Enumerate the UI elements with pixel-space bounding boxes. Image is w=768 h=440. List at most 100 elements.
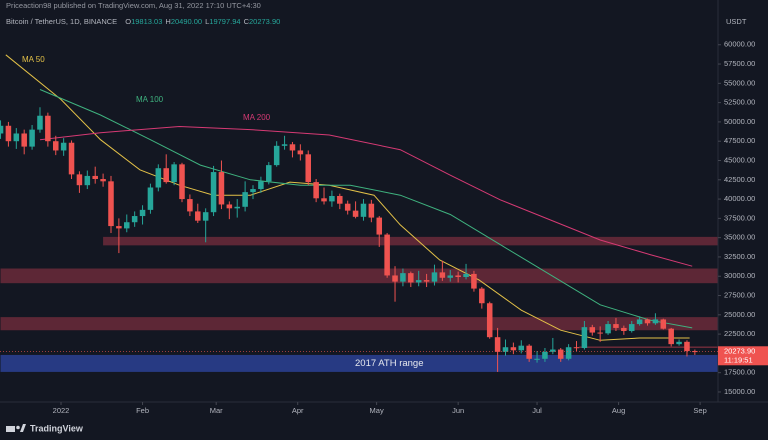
candle-body: [415, 280, 422, 283]
candle-body: [234, 206, 240, 209]
symbol-line: Bitcoin / TetherUS, 1D, BINANCE O19813.0…: [6, 17, 280, 26]
ma-line: [39, 125, 693, 267]
candle-body: [605, 324, 611, 334]
ohlc-label: L: [205, 17, 209, 26]
candle-body: [613, 324, 619, 328]
candle-body: [108, 181, 114, 227]
candle-body: [526, 345, 532, 359]
y-tick-label: 35000.00: [724, 233, 755, 242]
candle-body: [589, 327, 596, 333]
candle-body: [139, 209, 146, 217]
candle-body: [116, 226, 122, 229]
zone: [0, 268, 719, 284]
candle-body: [21, 133, 27, 147]
y-tick-label: 22500.00: [724, 329, 755, 338]
candle-body: [668, 328, 674, 345]
last-price-label: 20273.90: [724, 346, 755, 355]
candle-body: [321, 198, 327, 202]
candle-body: [636, 319, 643, 325]
candle-body: [502, 347, 509, 352]
candle-body: [0, 125, 4, 134]
y-tick-label: 37500.00: [724, 213, 755, 222]
candle-body: [124, 222, 130, 229]
candle-body: [447, 275, 454, 278]
candle-body: [202, 212, 209, 221]
candle-body: [660, 319, 667, 329]
ma-label: MA 50: [22, 55, 45, 64]
zone: [0, 317, 719, 331]
ohlc-value: 20273.90: [249, 17, 280, 26]
candle-body: [37, 115, 43, 130]
y-tick-label: 57500.00: [724, 59, 755, 68]
ohlc-value: 19813.03: [131, 17, 162, 26]
last-price-tag: [718, 346, 768, 366]
x-tick-label: Feb: [136, 406, 149, 415]
y-tick-label: 47500.00: [724, 136, 755, 145]
ohlc-label: H: [165, 17, 170, 26]
ohlc-label: O: [125, 17, 131, 26]
brand: TradingView: [30, 423, 84, 433]
candle-body: [455, 275, 461, 278]
candle-body: [289, 144, 296, 151]
candle-body: [187, 199, 193, 212]
y-tick-label: 32500.00: [724, 252, 755, 261]
candle-body: [226, 204, 233, 209]
candle-body: [250, 189, 256, 193]
candle-body: [13, 133, 20, 142]
y-tick-label: 52500.00: [724, 98, 755, 107]
candle-body: [400, 273, 406, 282]
candle-body: [352, 210, 359, 217]
candle-body: [479, 288, 485, 304]
candle-body: [408, 273, 414, 283]
publisher: Priceaction98 published on TradingView.c…: [6, 1, 261, 10]
candle-body: [29, 129, 35, 147]
candle-body: [60, 142, 67, 151]
candle-body: [266, 165, 272, 182]
y-tick-label: 60000.00: [724, 40, 755, 49]
candle-body: [684, 341, 690, 352]
candle-body: [313, 182, 319, 199]
zone: [579, 346, 718, 348]
candle-body: [281, 144, 288, 146]
candle-body: [100, 179, 106, 182]
candle-body: [297, 150, 304, 155]
candle-body: [68, 142, 75, 175]
candle-body: [147, 187, 154, 210]
candle-body: [565, 347, 572, 359]
candle-body: [242, 192, 248, 207]
candle-body: [597, 332, 603, 334]
candle-body: [273, 145, 280, 166]
candle-body: [195, 211, 201, 221]
y-tick-label: 25000.00: [724, 310, 755, 319]
candle-body: [550, 349, 556, 352]
candle-body: [621, 327, 627, 332]
ma-label: MA 200: [243, 113, 271, 122]
candle-body: [471, 273, 477, 289]
x-tick-label: Apr: [292, 406, 304, 415]
candle-body: [510, 347, 517, 351]
x-tick-label: Sep: [693, 406, 706, 415]
x-tick-label: Aug: [612, 406, 625, 415]
y-tick-label: 55000.00: [724, 78, 755, 87]
candle-body: [5, 125, 12, 142]
countdown: 11:19:51: [724, 355, 753, 364]
candle-body: [337, 195, 343, 204]
candle-body: [652, 319, 659, 324]
candle-body: [644, 319, 651, 324]
candle-body: [573, 347, 580, 349]
candle-body: [258, 181, 264, 190]
candle-body: [360, 203, 367, 217]
x-tick-label: May: [370, 406, 384, 415]
logo-shape: [6, 426, 15, 432]
y-tick-label: 27500.00: [724, 291, 755, 300]
candle-body: [692, 351, 698, 353]
unit: USDT: [726, 17, 747, 26]
candle-body: [344, 203, 351, 211]
candle-body: [384, 234, 390, 276]
plot-area: 2017 ATH range MA 50 MA 100 MA 200: [0, 54, 719, 372]
candle-body: [486, 303, 493, 338]
ma-line: [5, 54, 690, 341]
candle-body: [171, 164, 177, 183]
